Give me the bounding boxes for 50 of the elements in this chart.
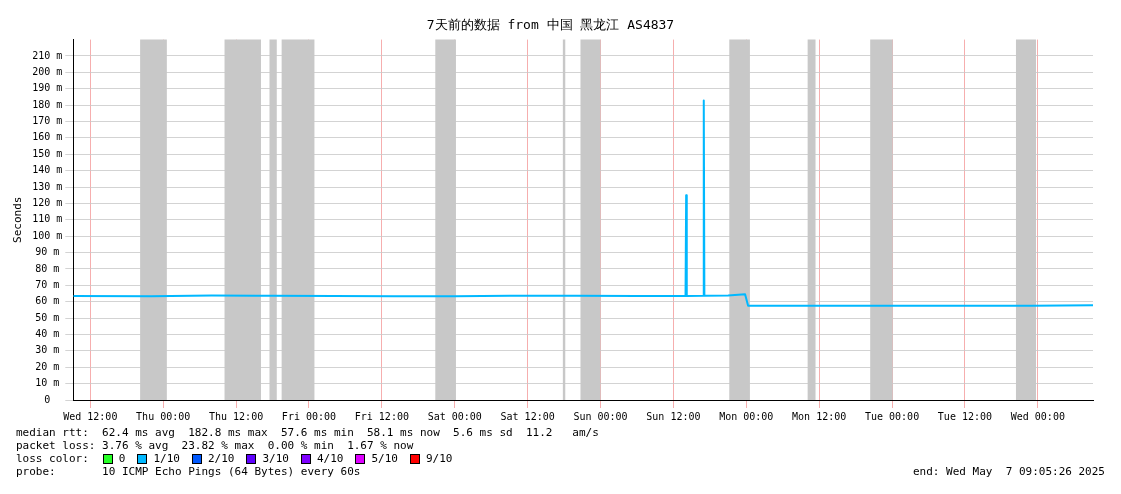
text: 9/10 [425,452,453,465]
x-tick-label: Sun 12:00 [646,410,701,422]
text: probe: 10 ICMP Echo Pings (64 Bytes) every 60s [16,465,361,478]
y-tick-label: 160 m [32,131,63,143]
y-tick-label: 20 m [35,360,60,372]
x-tick-label: Mon 00:00 [719,410,774,422]
y-tick-label: 10 m [35,377,60,389]
y-tick-label: 190 m [32,82,63,94]
y-axis-title: Seconds [11,196,25,243]
x-tick-label: Thu 00:00 [136,410,191,422]
text: loss color: [16,452,89,465]
y-tick-label: 50 m [35,311,60,323]
y-tick-label: 200 m [32,65,63,77]
y-tick-label: 100 m [32,229,63,241]
x-tick-label: Tue 00:00 [864,410,920,422]
x-tick-label: Wed 00:00 [1010,410,1065,422]
text: 3/10 [262,452,289,465]
text: end: Wed May 7 09:05:26 2025 [912,465,1105,478]
text: 5/10 [371,452,398,465]
y-tick-label: 80 m [35,262,60,274]
x-tick-label: Fri 12:00 [354,410,409,422]
x-tick-label: Mon 12:00 [792,410,847,422]
y-tick-label: 60 m [35,295,60,307]
text: median rtt: 62.4 ms avg 182.8 ms max 57.6 ms min 58.1 ms now 5.6 ms sd 11.2 am/s [16,426,600,439]
x-tick-label: Sat 00:00 [427,410,482,422]
x-tick-label: Sun 00:00 [573,410,628,422]
y-tick-label: 0 [44,393,51,405]
y-tick-label: 40 m [35,328,60,340]
x-tick-label: Sat 12:00 [500,410,555,422]
y-tick-label: 140 m [32,164,63,176]
y-tick-label: 150 m [32,147,63,159]
y-tick-label: 30 m [35,344,60,356]
y-tick-label: 70 m [35,278,60,290]
y-tick-label: 210 m [32,49,63,61]
chart-title: 7天前的数据 from 中国 黑龙江 AS4837 [426,17,675,33]
x-tick-label: Thu 12:00 [208,410,264,422]
y-tick-label: 120 m [32,197,63,209]
x-tick-label: Wed 12:00 [63,410,118,422]
y-tick-label: 130 m [32,180,63,192]
text: 1/10 [153,452,180,465]
x-tick-label: Tue 12:00 [937,410,993,422]
x-tick-label: Fri 00:00 [281,410,337,422]
y-tick-label: 110 m [32,213,63,225]
y-tick-label: 90 m [35,246,60,258]
y-tick-label: 180 m [32,98,63,110]
text: 2/10 [207,452,235,465]
text: 4/10 [316,452,344,465]
text: 0 [118,452,126,465]
text: packet loss: 3.76 % avg 23.82 % max 0.00 % min 1.67 % now [16,439,415,452]
y-tick-label: 170 m [32,115,63,127]
